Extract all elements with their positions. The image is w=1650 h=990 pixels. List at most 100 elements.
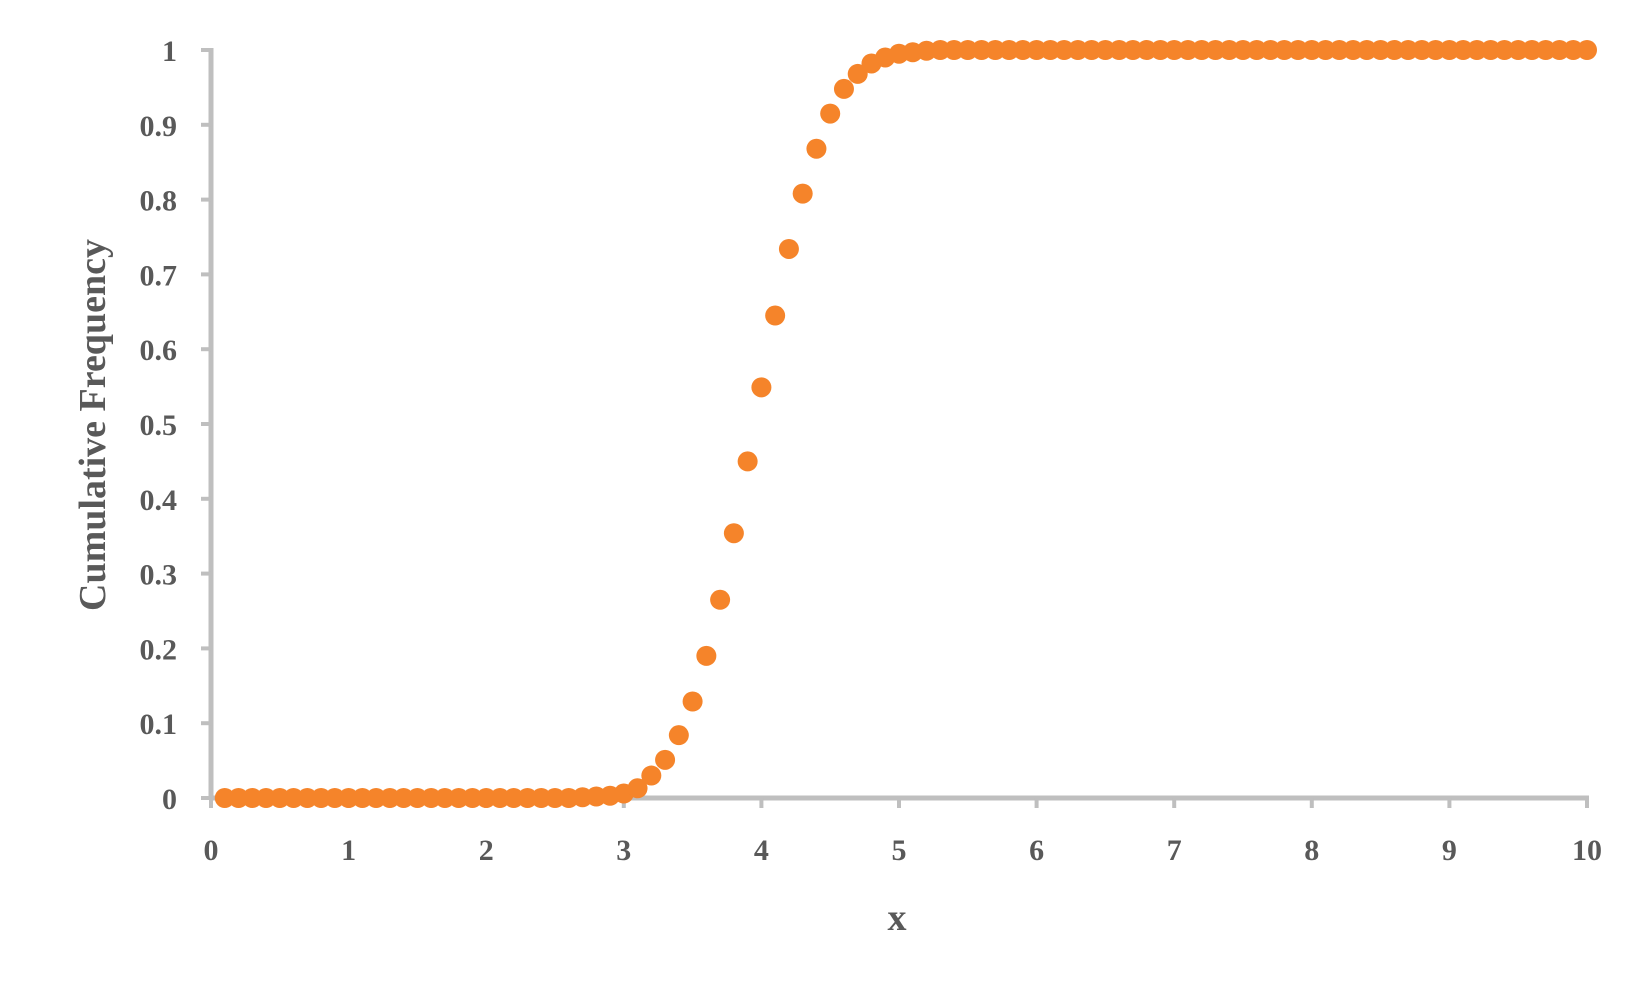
- data-point: [778, 238, 799, 259]
- data-points: [214, 40, 1597, 808]
- data-point: [655, 749, 676, 770]
- data-point: [1274, 40, 1295, 60]
- data-point: [297, 788, 318, 808]
- data-point: [1549, 40, 1570, 60]
- data-point: [1288, 40, 1309, 60]
- data-point: [1040, 40, 1061, 60]
- data-point: [311, 788, 332, 808]
- data-point: [1494, 40, 1515, 60]
- data-point: [1329, 40, 1350, 60]
- data-point: [1067, 40, 1088, 60]
- data-point: [503, 788, 524, 808]
- data-point: [1054, 40, 1075, 60]
- data-point: [1439, 40, 1460, 60]
- data-point: [1301, 40, 1322, 60]
- y-tick-label: 0.4: [140, 484, 178, 517]
- data-point: [1026, 40, 1047, 60]
- data-point: [1150, 40, 1171, 60]
- data-point: [1191, 40, 1212, 60]
- data-point: [448, 788, 469, 808]
- data-point: [1233, 40, 1253, 60]
- data-point: [1205, 40, 1226, 60]
- data-point: [627, 778, 648, 799]
- data-point: [1012, 40, 1033, 60]
- data-point: [269, 788, 290, 808]
- data-point: [1535, 40, 1556, 60]
- data-point: [1315, 40, 1336, 60]
- y-tick-label: 0.6: [140, 334, 178, 367]
- data-point: [1398, 40, 1419, 60]
- axes: 0 1 2 3 4 5 6 7 8 9 10 0 0.1 0.2 0.3 0.4 0.5 0.6 0.7 0.8 0.…: [140, 35, 1603, 867]
- data-point: [1425, 40, 1446, 60]
- data-point: [641, 765, 662, 786]
- data-point: [421, 788, 442, 808]
- data-point: [1508, 40, 1529, 60]
- y-tick-label: 0.5: [140, 409, 178, 442]
- data-point: [1577, 40, 1597, 60]
- x-axis-ticks: 0 1 2 3 4 5 6 7 8 9 10: [204, 798, 1602, 867]
- y-tick-label: 0.9: [140, 110, 178, 143]
- data-point: [434, 788, 455, 808]
- y-tick-label: 0.1: [140, 708, 178, 741]
- data-point: [696, 645, 717, 666]
- data-point: [324, 788, 345, 808]
- x-tick-label: 2: [479, 834, 494, 867]
- data-point: [476, 788, 497, 808]
- data-point: [737, 451, 758, 472]
- data-point: [1136, 40, 1157, 60]
- data-point: [1260, 40, 1281, 60]
- data-point: [1177, 40, 1198, 60]
- data-point: [751, 377, 772, 398]
- data-point: [366, 788, 387, 808]
- y-tick-label: 0.7: [140, 259, 178, 292]
- data-point: [228, 788, 249, 808]
- data-point: [1343, 40, 1364, 60]
- x-tick-label: 5: [892, 834, 907, 867]
- data-point: [985, 40, 1006, 60]
- data-point: [668, 725, 689, 746]
- x-tick-label: 4: [754, 834, 769, 867]
- data-point: [710, 589, 731, 610]
- data-point: [971, 40, 992, 60]
- data-point: [462, 788, 483, 808]
- data-point: [1453, 40, 1474, 60]
- x-tick-label: 1: [341, 834, 356, 867]
- data-point: [1563, 40, 1584, 60]
- data-point: [1370, 40, 1391, 60]
- data-point: [1356, 40, 1377, 60]
- data-point: [379, 788, 400, 808]
- y-axis-ticks: 0 0.1 0.2 0.3 0.4 0.5 0.6 0.7 0.8 0.9 1: [140, 35, 211, 816]
- data-point: [407, 788, 428, 808]
- data-point: [338, 788, 359, 808]
- x-tick-label: 9: [1442, 834, 1457, 867]
- data-point: [545, 788, 565, 808]
- data-point: [283, 788, 304, 808]
- data-point: [833, 78, 854, 99]
- data-point: [723, 523, 744, 544]
- data-point: [1246, 40, 1267, 60]
- y-tick-label: 1: [162, 35, 177, 68]
- data-point: [352, 788, 373, 808]
- data-point: [806, 138, 827, 159]
- y-axis-title: Cumulative Frequency: [72, 239, 114, 611]
- data-point: [820, 103, 841, 124]
- data-point: [847, 63, 868, 84]
- y-tick-label: 0.2: [140, 633, 178, 666]
- data-point: [999, 40, 1020, 60]
- data-point: [1521, 40, 1542, 60]
- data-point: [765, 305, 786, 326]
- x-axis-title: x: [888, 897, 907, 939]
- data-point: [1109, 40, 1130, 60]
- data-point: [682, 691, 703, 712]
- data-point: [242, 788, 263, 808]
- x-tick-label: 7: [1167, 834, 1182, 867]
- data-point: [393, 788, 414, 808]
- data-point: [1164, 40, 1185, 60]
- data-point: [1219, 40, 1240, 60]
- data-point: [1384, 40, 1405, 60]
- data-point: [1411, 40, 1432, 60]
- x-tick-label: 6: [1029, 834, 1044, 867]
- data-point: [792, 183, 813, 204]
